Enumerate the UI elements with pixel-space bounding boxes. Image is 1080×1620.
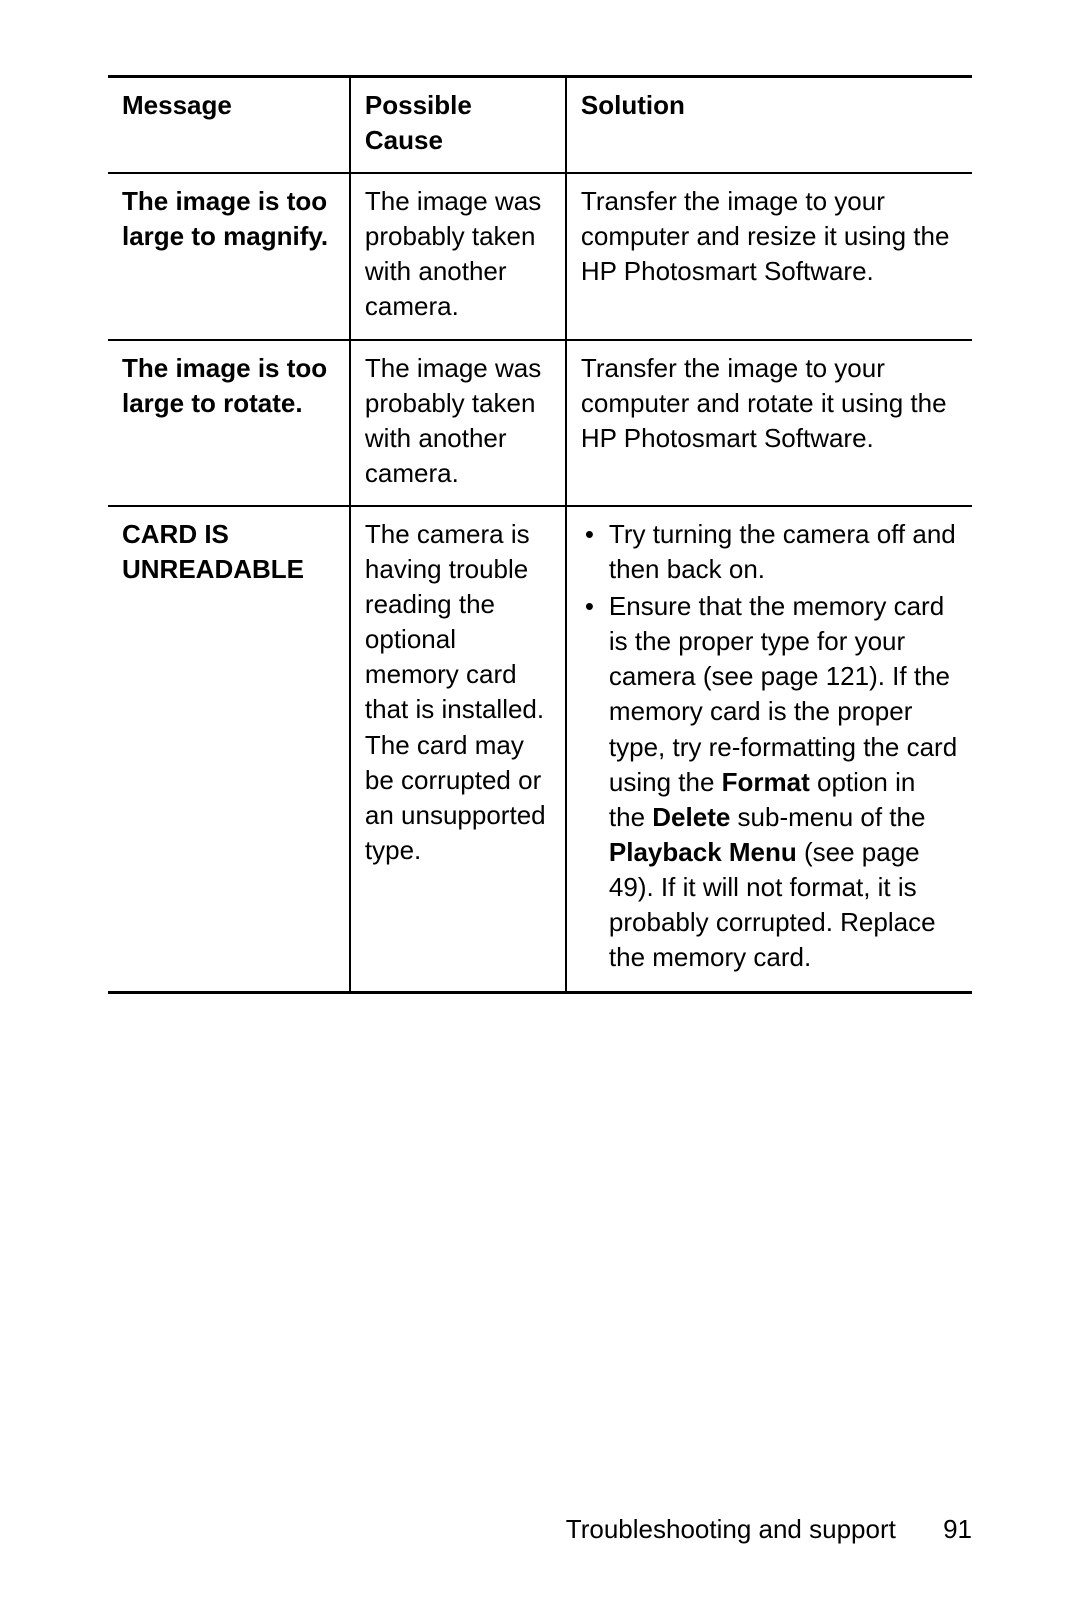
- solution-cell: Transfer the image to your computer and …: [566, 173, 972, 339]
- solution-cell: Try turning the camera off and then back…: [566, 506, 972, 993]
- header-solution: Solution: [566, 77, 972, 174]
- cause-cell: The camera is having trouble reading the…: [350, 506, 566, 993]
- cause-cell: The image was probably taken with anothe…: [350, 340, 566, 506]
- table-row: CARD IS UNREADABLEThe camera is having t…: [108, 506, 972, 993]
- header-message: Message: [108, 77, 350, 174]
- header-cause: Possible Cause: [350, 77, 566, 174]
- page-footer: Troubleshooting and support 91: [566, 1514, 972, 1545]
- solution-cell: Transfer the image to your computer and …: [566, 340, 972, 506]
- troubleshooting-table: Message Possible Cause Solution The imag…: [108, 75, 972, 994]
- footer-page-number: 91: [943, 1514, 972, 1544]
- table-body: The image is too large to magnify.The im…: [108, 173, 972, 992]
- solution-list-item: Try turning the camera off and then back…: [581, 517, 958, 587]
- message-cell: The image is too large to magnify.: [108, 173, 350, 339]
- message-cell: The image is too large to rotate.: [108, 340, 350, 506]
- table-header-row: Message Possible Cause Solution: [108, 77, 972, 174]
- table-row: The image is too large to magnify.The im…: [108, 173, 972, 339]
- solution-list-item: Ensure that the memory card is the prope…: [581, 589, 958, 975]
- table-row: The image is too large to rotate.The ima…: [108, 340, 972, 506]
- cause-cell: The image was probably taken with anothe…: [350, 173, 566, 339]
- footer-section: Troubleshooting and support: [566, 1514, 896, 1544]
- message-cell: CARD IS UNREADABLE: [108, 506, 350, 993]
- solution-list: Try turning the camera off and then back…: [581, 517, 958, 975]
